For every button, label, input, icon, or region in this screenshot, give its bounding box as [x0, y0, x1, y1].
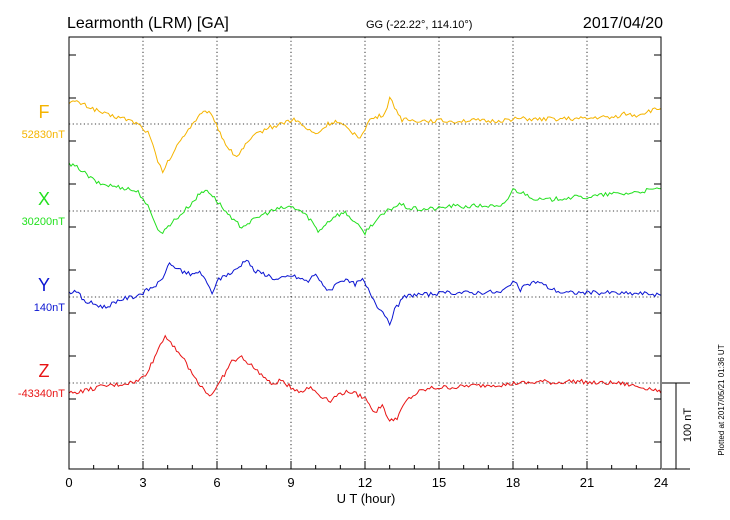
baseline-label-z: -43340nT [18, 388, 65, 400]
series-traces [68, 96, 662, 422]
x-tick-label: 0 [65, 475, 72, 490]
series-line-z [68, 334, 662, 422]
baseline-label-y: 140nT [34, 302, 65, 314]
series-line-f [68, 96, 662, 174]
x-tick-label: 6 [213, 475, 220, 490]
x-tick-label: 3 [139, 475, 146, 490]
baseline-label-f: 52830nT [22, 129, 66, 141]
series-name-z: Z [39, 361, 50, 381]
baseline-label-x: 30200nT [22, 216, 66, 228]
grid-lines [69, 37, 661, 469]
scale-bar: 100 nT [662, 382, 694, 470]
x-tick-label: 21 [580, 475, 594, 490]
series-name-x: X [38, 189, 50, 209]
series-name-f: F [39, 102, 50, 122]
series-labels: F 52830nT X 30200nT Y 140nT Z -43340nT [18, 102, 65, 400]
x-tick-label: 9 [287, 475, 294, 490]
x-axis-label: U T (hour) [337, 491, 396, 506]
scale-bar-label: 100 nT [682, 408, 694, 443]
station-coordinates: GG (-22.22°, 114.10°) [366, 19, 472, 31]
x-tick-label: 24 [654, 475, 668, 490]
plotted-timestamp: Plotted at 2017/05/21 01:36 UT [717, 344, 726, 455]
series-line-x [68, 162, 661, 236]
chart-title: Learmonth (LRM) [GA] [67, 15, 229, 32]
series-name-y: Y [38, 275, 50, 295]
x-axis-ticks: 0 3 6 9 12 15 18 21 24 [65, 54, 668, 490]
chart-date: 2017/04/20 [583, 15, 663, 32]
x-tick-label: 12 [358, 475, 372, 490]
x-tick-label: 15 [432, 475, 446, 490]
series-line-y [68, 259, 662, 327]
x-tick-label: 18 [506, 475, 520, 490]
